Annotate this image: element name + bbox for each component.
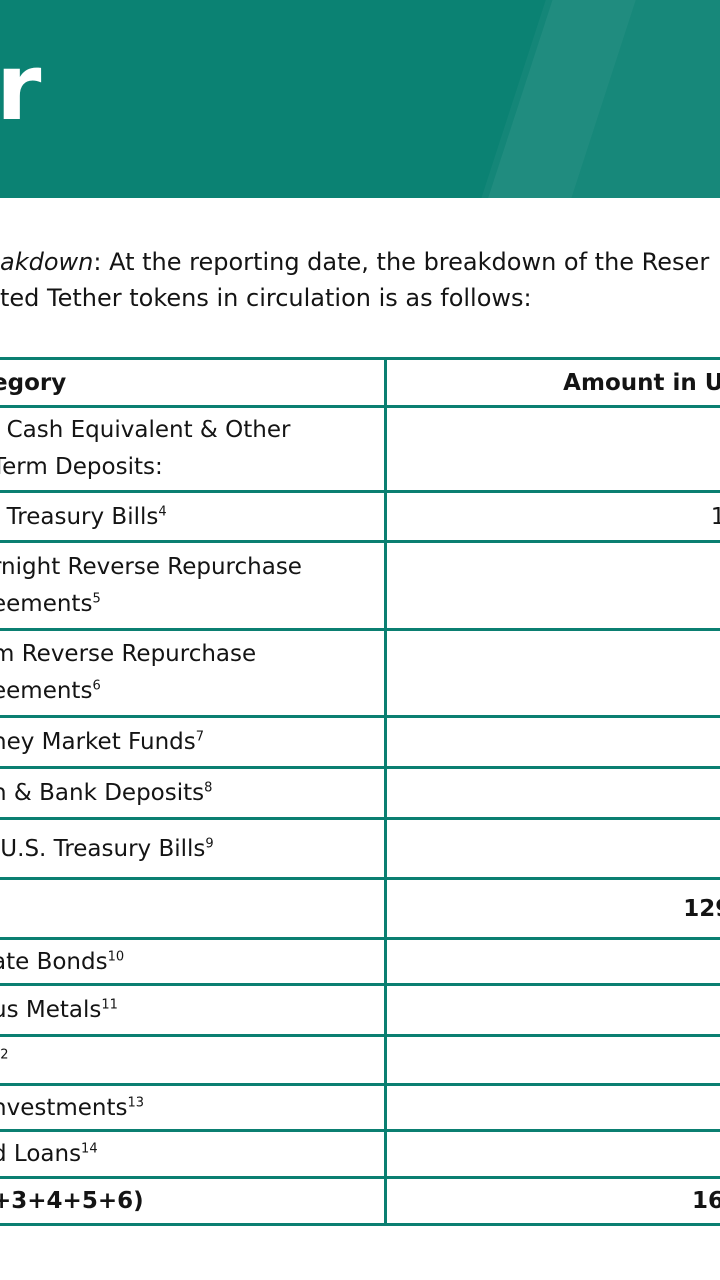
row-label: d Loans14 xyxy=(0,1129,385,1179)
row-amount: 10 xyxy=(383,490,720,543)
row-label-text: nvestments xyxy=(0,1094,128,1121)
table-row: us Metals11 xyxy=(0,983,720,1037)
table-row: m Reverse Repurchase eements6 xyxy=(0,628,720,718)
intro-line-1: akdown: At the reporting date, the break… xyxy=(0,244,720,280)
table-row: nvestments13 xyxy=(0,1083,720,1132)
row-label-line-2: eements xyxy=(0,590,93,617)
row-amount xyxy=(383,817,720,880)
row-label-text: ney Market Funds xyxy=(0,729,196,755)
row-label-text: h & Bank Deposits xyxy=(0,780,205,806)
row-label: us Metals11 xyxy=(0,983,385,1037)
row-label-line-1: m Reverse Repurchase xyxy=(0,641,257,667)
footnote-ref: 4 xyxy=(158,503,167,519)
table-row: d Loans14 1 xyxy=(0,1129,720,1179)
table-row: . Cash Equivalent & Other Term Deposits: xyxy=(0,405,720,493)
row-label: m Reverse Repurchase eements6 xyxy=(0,628,385,718)
row-label: rnight Reverse Repurchase eements5 xyxy=(0,540,385,631)
row-amount xyxy=(383,937,720,986)
table-row: 12 xyxy=(0,1034,720,1086)
row-label-text: d Loans xyxy=(0,1141,82,1167)
row-label-line-1: rnight Reverse Repurchase xyxy=(0,553,302,580)
row-amount xyxy=(383,715,720,769)
row-label: ate Bonds10 xyxy=(0,937,385,986)
footnote-ref: 6 xyxy=(92,678,101,694)
table-row: ate Bonds10 xyxy=(0,937,720,986)
row-amount xyxy=(383,405,720,493)
footnote-ref: 13 xyxy=(127,1094,145,1110)
row-label: h & Bank Deposits8 xyxy=(0,766,385,820)
row-label-line-2: eements xyxy=(0,678,93,704)
row-label-text: ate Bonds xyxy=(0,948,108,975)
intro-paragraph: akdown: At the reporting date, the break… xyxy=(0,244,720,316)
row-label-line-2: Term Deposits: xyxy=(0,454,163,480)
header-amount: Amount in US xyxy=(383,357,720,408)
table-row: -U.S. Treasury Bills9 xyxy=(0,817,720,880)
header-category: egory xyxy=(0,357,385,408)
row-label: . Treasury Bills4 xyxy=(0,490,385,543)
header-banner: r xyxy=(0,0,720,198)
row-amount: 1 xyxy=(383,540,720,631)
row-label: nvestments13 xyxy=(0,1083,385,1132)
footnote-ref: 8 xyxy=(204,780,213,796)
table-row: h & Bank Deposits8 xyxy=(0,766,720,820)
row-amount xyxy=(383,1083,720,1132)
reserves-table: egory Amount in US . Cash Equivalent & O… xyxy=(0,357,720,1226)
footnote-ref: 7 xyxy=(195,729,205,745)
intro-line-2: ted Tether tokens in circulation is as f… xyxy=(0,284,532,312)
table-row: rnight Reverse Repurchase eements5 1 xyxy=(0,540,720,631)
row-amount: 129, xyxy=(383,877,720,940)
table-row-total: +3+4+5+6) 162 xyxy=(0,1176,720,1226)
table-row: ney Market Funds7 xyxy=(0,715,720,769)
row-label: 12 xyxy=(0,1034,385,1086)
table-row-subtotal: 129, xyxy=(0,877,720,940)
footnote-ref: 5 xyxy=(92,590,101,606)
row-amount xyxy=(383,766,720,820)
row-label: . Cash Equivalent & Other Term Deposits: xyxy=(0,405,385,493)
footnote-ref: 14 xyxy=(81,1141,98,1157)
row-label: ney Market Funds7 xyxy=(0,715,385,769)
row-label-text: us Metals xyxy=(0,997,102,1023)
row-label-text: -U.S. Treasury Bills xyxy=(0,835,206,862)
footnote-ref: 11 xyxy=(101,997,118,1013)
table-row: . Treasury Bills4 10 xyxy=(0,490,720,543)
row-amount: 1 xyxy=(383,1129,720,1179)
row-label xyxy=(0,877,385,940)
intro-line-1-text: : At the reporting date, the breakdown o… xyxy=(93,248,710,276)
row-label-line-1: . Cash Equivalent & Other xyxy=(0,417,291,443)
row-amount xyxy=(383,628,720,718)
intro-lead: akdown xyxy=(0,248,94,276)
footnote-ref: 9 xyxy=(205,835,214,851)
table-header-row: egory Amount in US xyxy=(0,357,720,408)
row-amount xyxy=(383,1034,720,1086)
row-amount xyxy=(383,983,720,1037)
row-label: -U.S. Treasury Bills9 xyxy=(0,817,385,880)
row-label-text: . Treasury Bills xyxy=(0,503,159,530)
footnote-ref: 12 xyxy=(0,1047,9,1063)
row-amount: 162 xyxy=(383,1176,720,1226)
row-label: +3+4+5+6) xyxy=(0,1176,385,1226)
banner-title: r xyxy=(0,34,42,141)
footnote-ref: 10 xyxy=(107,948,125,964)
